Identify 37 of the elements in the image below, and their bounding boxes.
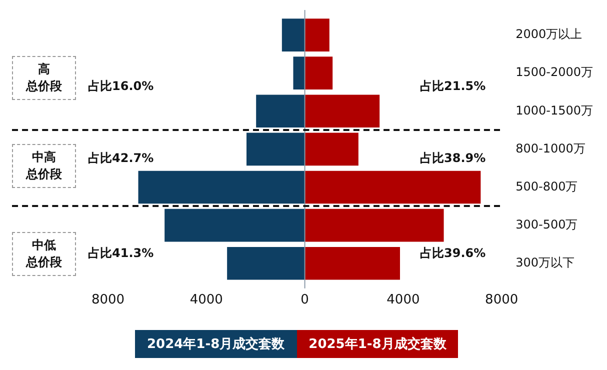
y-tick-label: 300万以下 <box>516 255 574 270</box>
annotation: 占比39.6% <box>420 245 486 262</box>
bar <box>304 246 400 280</box>
bar <box>138 170 305 204</box>
annotation: 占比38.9% <box>420 150 486 167</box>
bar <box>293 56 305 90</box>
bar <box>304 170 481 204</box>
bar <box>256 94 305 128</box>
text: 高总价段 <box>12 56 76 100</box>
x-tick-label: 4000 <box>190 292 223 308</box>
bar <box>164 208 305 242</box>
bar <box>282 18 305 52</box>
x-tick-label: 4000 <box>386 292 420 308</box>
text: 2024年1-8月成交套数 <box>135 330 297 358</box>
bar <box>304 56 333 90</box>
y-tick-label: 800-1000万 <box>516 141 586 156</box>
bar <box>304 94 380 128</box>
text: 中低总价段 <box>12 232 76 276</box>
y-tick-label: 500-800万 <box>516 179 578 194</box>
y-tick-label: 1500-2000万 <box>516 65 594 80</box>
text: 中高总价段 <box>12 144 76 188</box>
bar <box>304 132 358 166</box>
y-tick-label: 300-500万 <box>516 217 578 232</box>
bar <box>304 208 444 242</box>
bar <box>246 132 305 166</box>
annotation: 占比41.3% <box>88 245 154 262</box>
annotation: 占比42.7% <box>88 150 154 167</box>
x-tick-label: 0 <box>300 292 309 308</box>
x-tick-label: 8000 <box>91 292 125 308</box>
text: 2025年1-8月成交套数 <box>296 330 458 358</box>
y-tick-label: 1000-1500万 <box>516 103 594 118</box>
y-tick-label: 2000万以上 <box>516 27 582 42</box>
x-tick-label: 8000 <box>485 292 518 308</box>
bar <box>227 246 305 280</box>
annotation: 占比16.0% <box>88 78 154 95</box>
bar <box>304 18 330 52</box>
annotation: 占比21.5% <box>420 78 486 95</box>
